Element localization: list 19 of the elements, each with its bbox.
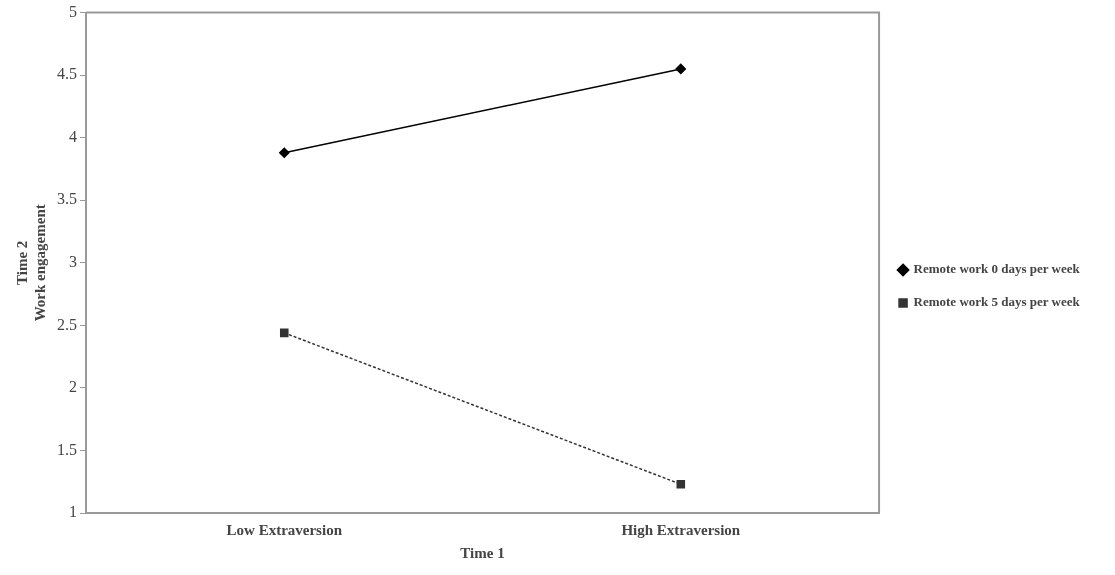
y-tick-label: 4 — [69, 127, 77, 145]
y-tick-label: 3.5 — [57, 190, 77, 208]
y-tick-label: 1 — [69, 503, 77, 521]
point — [279, 147, 290, 158]
y-tick-label: 1.5 — [57, 440, 77, 458]
y-tick-label: 5 — [69, 2, 77, 20]
legend-label: Remote work 5 days per week — [913, 294, 1081, 310]
y-tick-label: 2.5 — [57, 315, 77, 333]
x-tick-label: High Extraversion — [621, 521, 741, 538]
x-tick-label: Low Extraversion — [226, 521, 343, 538]
point — [279, 328, 289, 338]
y-axis-title: Time 2 Work engagement — [13, 204, 48, 322]
legend-label: Remote work 0 days per week — [913, 261, 1081, 277]
point — [675, 63, 687, 75]
x-axis-title: Time 1 — [460, 544, 505, 561]
point — [676, 479, 686, 489]
y-tick-label: 4.5 — [57, 65, 77, 83]
y-tick-label: 2 — [69, 378, 77, 396]
y-tick-label: 3 — [69, 253, 77, 270]
